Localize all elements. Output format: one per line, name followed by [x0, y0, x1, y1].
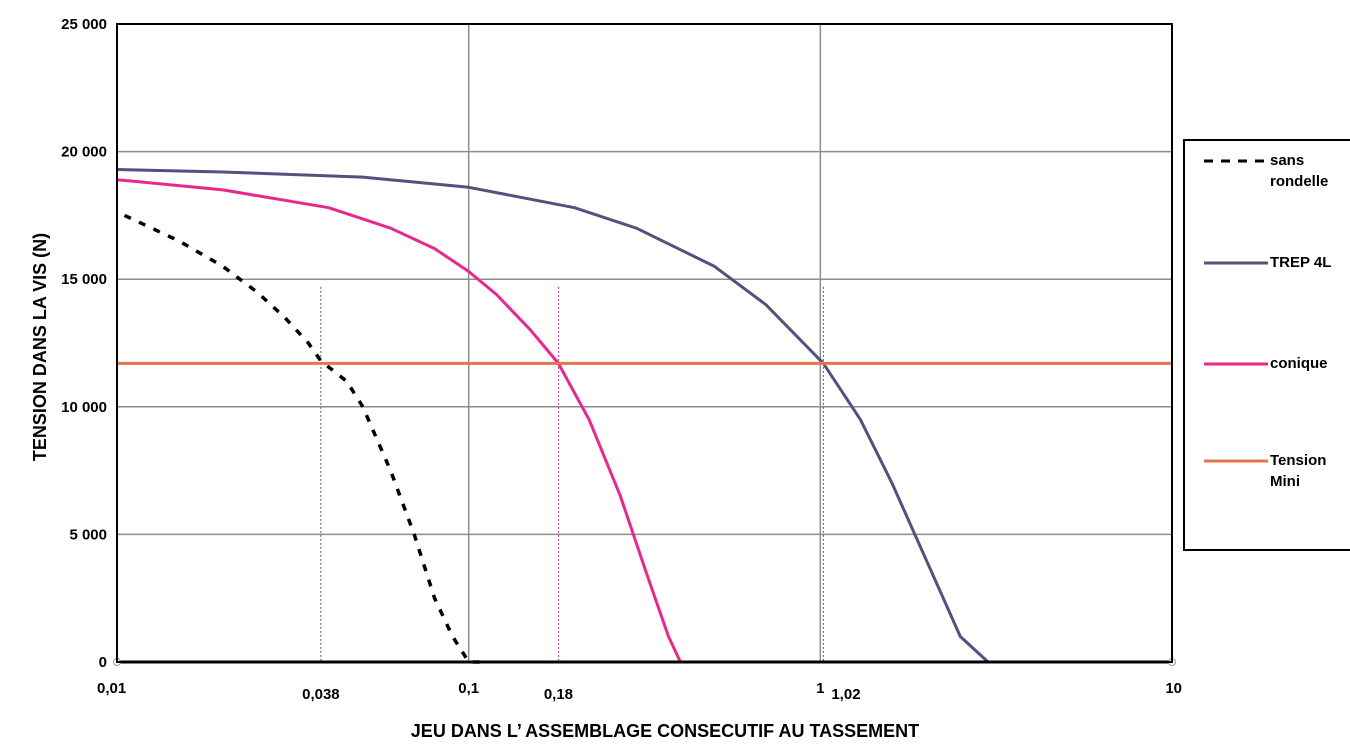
x-tick-label: 0,01 [97, 680, 126, 697]
x-annotation-label: 0,18 [544, 686, 573, 703]
grid [117, 24, 1172, 662]
y-axis-ticks: 0 5 000 10 000 15 000 20 000 25 000 [61, 16, 107, 671]
series-layer [113, 168, 1176, 666]
y-tick-label: 5 000 [69, 526, 107, 543]
legend: sans rondelle TREP 4L conique Tension Mini [1183, 139, 1350, 551]
x-tick-label: 10 [1165, 680, 1182, 697]
legend-label: Mini [1270, 473, 1300, 490]
legend-box [1183, 139, 1350, 551]
y-tick-label: 15 000 [61, 271, 107, 288]
x-axis-title: JEU DANS L’ ASSEMBLAGE CONSECUTIF AU TAS… [411, 721, 919, 741]
x-tick-label: 1 [816, 680, 824, 697]
series-line-sans-rondelle [123, 213, 484, 664]
plot-frame [116, 23, 1173, 663]
legend-label: TREP 4L [1270, 254, 1331, 271]
y-tick-label: 25 000 [61, 16, 107, 33]
legend-label: Tension [1270, 452, 1326, 469]
y-tick-label: 0 [99, 654, 107, 671]
x-tick-label: 0,1 [458, 680, 479, 697]
x-axis-ticks: 0,01 0,1 1 10 0,038 0,18 1,02 [97, 680, 1182, 703]
x-annotation-label: 1,02 [831, 686, 860, 703]
legend-label: sans [1270, 152, 1304, 169]
y-tick-label: 10 000 [61, 399, 107, 416]
y-tick-label: 20 000 [61, 144, 107, 161]
legend-label: rondelle [1270, 173, 1328, 190]
y-axis-title: TENSION DANS LA VIS (N) [30, 233, 50, 461]
series-line-trep-4l [116, 168, 990, 664]
x-annotation-label: 0,038 [302, 686, 340, 703]
series-line-conique [116, 178, 682, 663]
legend-label: conique [1270, 355, 1328, 372]
